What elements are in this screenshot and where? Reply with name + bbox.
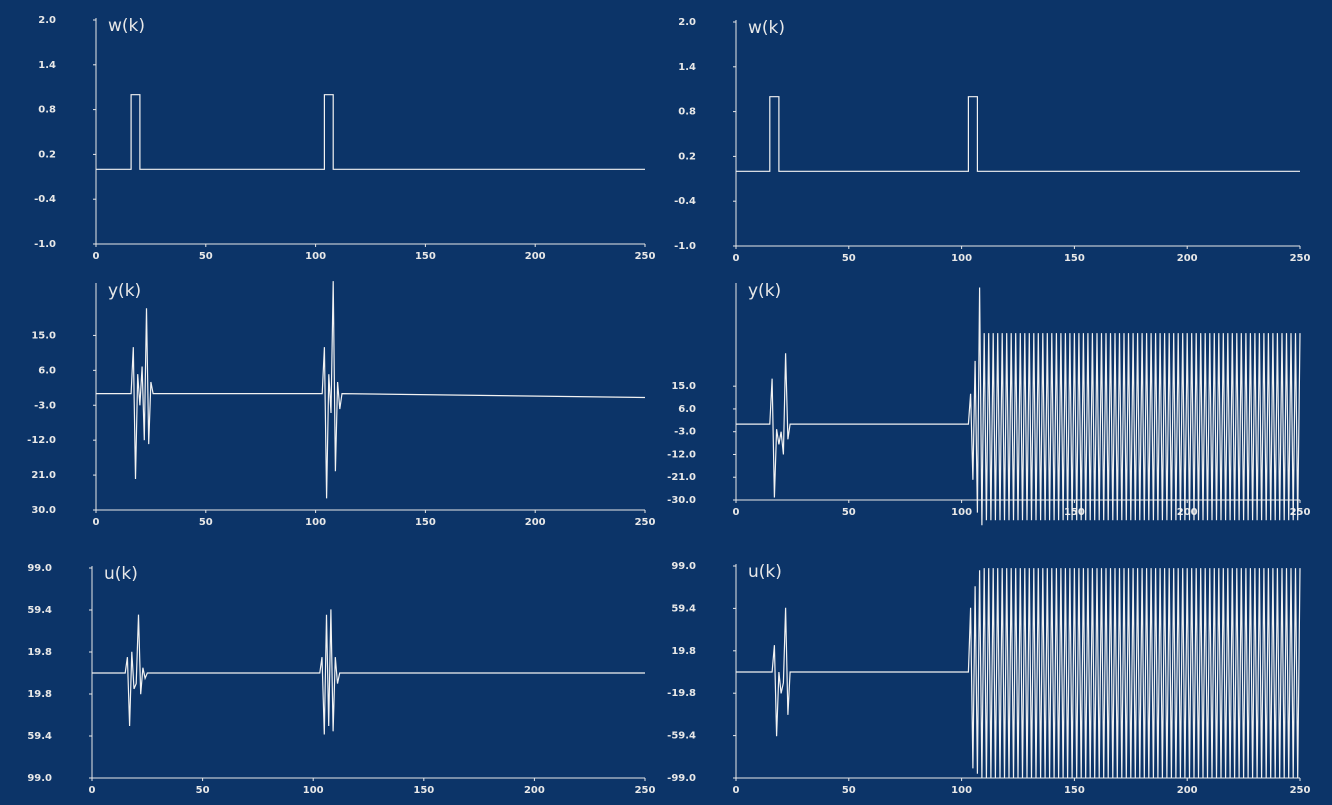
x-tick-label: 150 bbox=[1064, 253, 1085, 264]
y-tick-label: -99.0 bbox=[667, 773, 696, 784]
y-tick-label: -19.8 bbox=[667, 688, 696, 699]
y-tick-label: 99.0 bbox=[671, 561, 696, 572]
x-tick-label: 200 bbox=[1177, 785, 1198, 796]
y-tick-label: 19.8 bbox=[671, 646, 696, 657]
y-tick-label: 0.2 bbox=[678, 151, 696, 162]
signal-line bbox=[736, 287, 1301, 526]
x-tick-label: 250 bbox=[635, 785, 656, 796]
y-tick-label: 99.0 bbox=[27, 773, 52, 784]
x-tick-label: 100 bbox=[305, 251, 326, 262]
y-tick-label: 30.0 bbox=[31, 505, 56, 516]
chart-title: u(k) bbox=[748, 562, 782, 582]
y-tick-label: 1.4 bbox=[38, 60, 56, 71]
x-tick-label: 200 bbox=[1177, 253, 1198, 264]
x-tick-label: 250 bbox=[1290, 253, 1311, 264]
x-tick-label: 50 bbox=[842, 785, 856, 796]
chart-title: y(k) bbox=[748, 281, 781, 301]
y-tick-label: 19.8 bbox=[27, 647, 52, 658]
x-tick-label: 50 bbox=[842, 507, 856, 518]
y-tick-label: 59.4 bbox=[671, 603, 696, 614]
y-tick-label: 15.0 bbox=[31, 330, 56, 341]
y-tick-label: -1.0 bbox=[674, 241, 696, 252]
signal-line bbox=[92, 609, 645, 735]
x-tick-label: 0 bbox=[733, 785, 740, 796]
y-tick-label: 6.0 bbox=[38, 365, 56, 376]
x-tick-label: 150 bbox=[1064, 507, 1085, 518]
x-tick-label: 100 bbox=[305, 517, 326, 528]
signal-line bbox=[736, 568, 1301, 779]
signal-line bbox=[96, 281, 646, 499]
y-tick-label: 0.2 bbox=[38, 149, 56, 160]
y-tick-label: 15.0 bbox=[671, 381, 696, 392]
x-tick-label: 250 bbox=[1290, 785, 1311, 796]
x-tick-label: 100 bbox=[951, 507, 972, 518]
x-tick-label: 100 bbox=[951, 253, 972, 264]
y-tick-label: -0.4 bbox=[34, 194, 56, 205]
x-tick-label: 150 bbox=[415, 517, 436, 528]
x-tick-label: 200 bbox=[525, 251, 546, 262]
x-tick-label: 100 bbox=[951, 785, 972, 796]
y-tick-label: 1.4 bbox=[678, 62, 696, 73]
y-tick-label: -0.4 bbox=[674, 196, 696, 207]
y-tick-label: -12.0 bbox=[667, 449, 696, 460]
y-tick-label: -30.0 bbox=[667, 495, 696, 506]
x-tick-label: 200 bbox=[1177, 507, 1198, 518]
y-tick-label: -1.0 bbox=[34, 239, 56, 250]
x-tick-label: 50 bbox=[199, 251, 213, 262]
y-tick-label: -59.4 bbox=[667, 731, 696, 742]
y-tick-label: 0.8 bbox=[678, 107, 696, 118]
x-tick-label: 150 bbox=[415, 251, 436, 262]
x-tick-label: 250 bbox=[1290, 507, 1311, 518]
x-tick-label: 50 bbox=[842, 253, 856, 264]
x-tick-label: 50 bbox=[199, 517, 213, 528]
x-tick-label: 150 bbox=[1064, 785, 1085, 796]
y-tick-label: 0.8 bbox=[38, 105, 56, 116]
y-tick-label: -3.0 bbox=[34, 400, 56, 411]
x-tick-label: 250 bbox=[635, 517, 656, 528]
y-tick-label: 99.0 bbox=[27, 563, 52, 574]
chart-title: w(k) bbox=[748, 18, 785, 38]
y-tick-label: -21.0 bbox=[667, 472, 696, 483]
chart-title: u(k) bbox=[104, 564, 138, 584]
x-tick-label: 0 bbox=[733, 507, 740, 518]
signal-line bbox=[736, 96, 1300, 172]
y-tick-label: 19.8 bbox=[27, 689, 52, 700]
chart-title: w(k) bbox=[108, 16, 145, 36]
y-tick-label: 2.0 bbox=[38, 15, 56, 26]
y-tick-label: 6.0 bbox=[678, 404, 696, 415]
x-tick-label: 0 bbox=[93, 517, 100, 528]
x-tick-label: 0 bbox=[93, 251, 100, 262]
x-tick-label: 150 bbox=[413, 785, 434, 796]
x-tick-label: 0 bbox=[733, 253, 740, 264]
y-tick-label: 2.0 bbox=[678, 17, 696, 28]
chart-title: y(k) bbox=[108, 281, 141, 301]
y-tick-label: -12.0 bbox=[27, 435, 56, 446]
x-tick-label: 100 bbox=[303, 785, 324, 796]
y-tick-label: 59.4 bbox=[27, 605, 52, 616]
y-tick-label: 21.0 bbox=[31, 470, 56, 481]
x-tick-label: 200 bbox=[524, 785, 545, 796]
signal-line bbox=[96, 94, 645, 170]
y-tick-label: 59.4 bbox=[27, 731, 52, 742]
x-tick-label: 0 bbox=[89, 785, 96, 796]
x-tick-label: 200 bbox=[525, 517, 546, 528]
y-tick-label: -3.0 bbox=[674, 427, 696, 438]
x-tick-label: 250 bbox=[635, 251, 656, 262]
x-tick-label: 50 bbox=[196, 785, 210, 796]
